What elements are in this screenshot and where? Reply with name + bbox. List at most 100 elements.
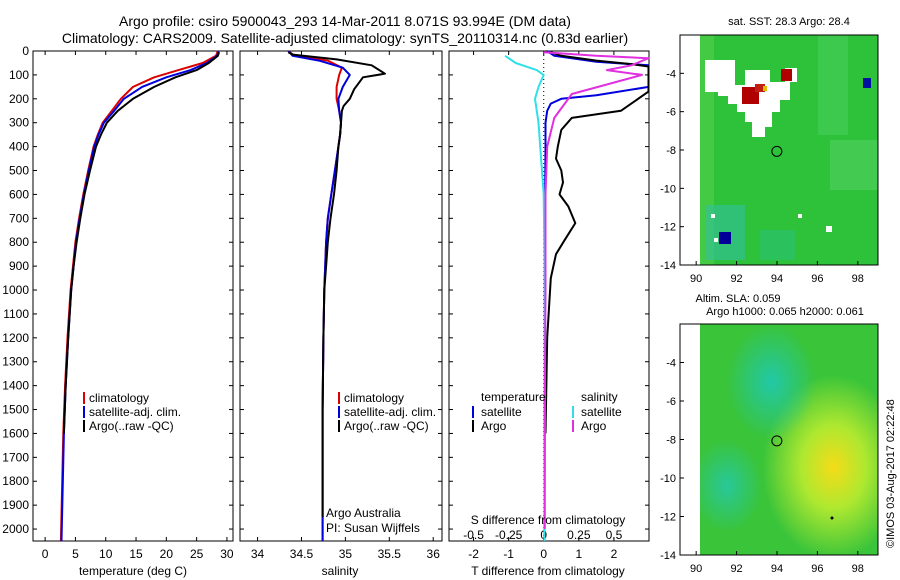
temperature-xtick-label: 25: [190, 547, 204, 561]
salinity-xtick-label: 36: [427, 547, 441, 561]
temperature-ytick-label: 1700: [2, 450, 29, 464]
difference-legend-temperature-title: temperature: [481, 390, 546, 404]
sst-map-xtick-label: 96: [811, 273, 823, 285]
sst-map-warm-pixel-2: [755, 84, 765, 92]
sla-map-ytick-label: -12: [660, 512, 676, 524]
temperature-plot-frame: [32, 50, 234, 542]
temperature-panel: 0100200300400500600700800900100011001200…: [2, 44, 234, 578]
difference-t-tick-label: -1: [503, 547, 514, 561]
sst-map-title: sat. SST: 28.3 Argo: 28.4: [728, 16, 850, 28]
sla-map-float-marker: [771, 435, 783, 447]
temperature-xtick-label: 20: [160, 547, 174, 561]
temperature-xtick-label: 5: [72, 547, 79, 561]
difference-t-tick-label: 0: [540, 547, 547, 561]
sst-map-cold-pixel-2: [863, 78, 871, 88]
temperature-ytick-label: 1100: [3, 307, 29, 321]
salinity-xlabel: salinity: [322, 564, 359, 578]
salinity-xtick-label: 34: [251, 547, 265, 561]
sla-map-ytick-label: -10: [660, 473, 676, 485]
sst-map-ytick-label: -4: [666, 68, 676, 80]
sst-map-float-marker: [771, 145, 783, 157]
salinity-xtick-label: 35: [339, 547, 353, 561]
temperature-ytick-label: 1600: [2, 426, 29, 440]
salinity-legend-climatology: climatology: [344, 391, 404, 405]
salinity-legend-argo: Argo(..raw -QC): [344, 419, 429, 433]
temperature-ytick-label: 700: [9, 211, 29, 225]
difference-t-tick-label: 1: [575, 547, 582, 561]
temperature-ytick-label: 800: [9, 235, 29, 249]
sla-map-subtitle: Argo h1000: 0.065 h2000: 0.061: [706, 306, 864, 318]
temperature-ytick-label: 400: [9, 140, 29, 154]
difference-t-tick-label: -2: [468, 547, 479, 561]
difference-legend-sal-argo: Argo: [581, 419, 607, 433]
sst-map-white-pixel-4: [714, 238, 718, 242]
temperature-ytick-label: 200: [9, 92, 29, 106]
sla-map-xtick-label: 96: [811, 563, 823, 575]
sst-map-patch-e: [830, 140, 878, 190]
temperature-series-argo-raw-qc: [62, 51, 221, 434]
sla-map-cyan-patch-west: [700, 324, 878, 555]
temperature-ytick-label: 1200: [2, 331, 29, 345]
temperature-xtick-label: 0: [42, 547, 49, 561]
sst-map-ytick-label: -12: [660, 222, 676, 234]
temperature-xtick-label: 15: [129, 547, 143, 561]
salinity-plot-frame: [239, 50, 443, 542]
sst-map-patch-s: [760, 230, 795, 260]
temperature-ytick-label: 1500: [2, 403, 29, 417]
temperature-ytick-label: 1300: [2, 355, 29, 369]
header-line-2: Climatology: CARS2009. Satellite-adjuste…: [62, 30, 628, 46]
difference-series-salinity-satellite: [504, 54, 546, 542]
sst-map-panel: sat. SST: 28.3 Argo: 28.4 -4 -6 -8 -10 -12 -1…: [660, 16, 879, 285]
sst-map-warm-pixel-3: [781, 69, 792, 81]
sla-map-ytick-label: -14: [660, 550, 676, 562]
difference-series-salinity-argo: [543, 51, 650, 529]
sla-map-title: Altim. SLA: 0.059: [696, 293, 781, 305]
salinity-xtick-label: 35.5: [378, 547, 402, 561]
sst-map-white-pixel-2: [798, 214, 802, 218]
sla-map-panel: Altim. SLA: 0.059 Argo h1000: 0.065 h200…: [660, 293, 879, 575]
difference-legend: temperature satellite Argo salinity sate…: [472, 390, 622, 433]
difference-xlabel-top: S difference from climatology: [471, 513, 626, 527]
sst-map-patch-ne: [818, 35, 848, 135]
sla-map-ytick-label: -4: [666, 358, 676, 370]
sst-map-ytick-label: -14: [660, 260, 676, 272]
temperature-xtick-label: 10: [99, 547, 113, 561]
temperature-ytick-label: 1400: [2, 379, 29, 393]
salinity-annotation-institution: Argo Australia: [326, 506, 401, 520]
sst-map-field: [700, 35, 878, 265]
temperature-legend-argo: Argo(..raw -QC): [89, 419, 174, 433]
temperature-ytick-label: 100: [9, 68, 29, 82]
sst-map-xtick-label: 92: [730, 273, 742, 285]
difference-legend-sal-satellite: satellite: [581, 405, 622, 419]
difference-s-tick-label: -0.5: [463, 528, 484, 542]
temperature-legend-climatology: climatology: [89, 391, 149, 405]
difference-plot-frame: [448, 50, 650, 542]
difference-s-tick-label: 0.25: [567, 528, 591, 542]
difference-legend-salinity-title: salinity: [581, 390, 618, 404]
difference-s-tick-label: 0.5: [606, 528, 623, 542]
difference-t-tick-label: 2: [611, 547, 618, 561]
header-line-1: Argo profile: csiro 5900043_293 14-Mar-2…: [119, 13, 571, 29]
sla-map-ytick-label: -6: [666, 396, 676, 408]
temperature-xtick-label: 30: [220, 547, 234, 561]
salinity-xtick-label: 34.5: [290, 547, 314, 561]
sst-map-xtick-label: 94: [771, 273, 783, 285]
salinity-legend: climatology satellite-adj. clim. Argo(..…: [338, 391, 436, 433]
sst-map-ytick-label: -6: [666, 107, 676, 119]
sst-map-white-pixel-1: [711, 214, 715, 218]
temperature-series-climatology: [59, 50, 219, 542]
sst-map-warm-pixel-1: [742, 87, 759, 104]
temperature-ytick-label: 500: [9, 164, 29, 178]
salinity-series-climatology: [287, 50, 343, 541]
temperature-legend: climatology satellite-adj. clim. Argo(..…: [83, 391, 181, 433]
salinity-series-argo-raw-qc: [287, 51, 386, 518]
sla-map-xtick-label: 92: [730, 563, 742, 575]
difference-series-temperature-satellite: [543, 50, 650, 542]
temperature-ytick-label: 900: [9, 259, 29, 273]
sla-map-dot: [830, 516, 834, 520]
sst-map-cold-pixel-1: [719, 232, 731, 244]
temperature-ytick-label: 300: [9, 116, 29, 130]
temperature-ytick-label: 600: [9, 187, 29, 201]
sst-map-yellow-pixel: [763, 86, 767, 91]
